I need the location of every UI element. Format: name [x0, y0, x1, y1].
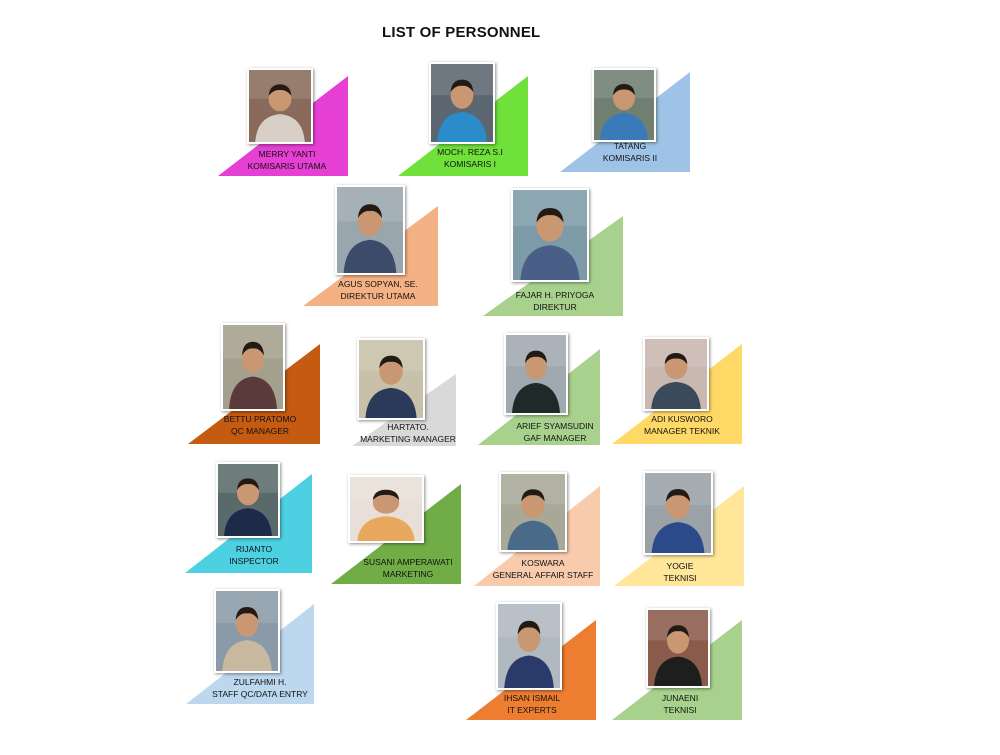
person-name: BETTU PRATOMO — [223, 414, 297, 424]
person-name: FAJAR H. PRIYOGA — [515, 290, 595, 300]
person-photo — [646, 608, 710, 688]
person-role: KOMISARIS UTAMA — [247, 161, 327, 171]
person-name: RIJANTO — [235, 544, 273, 554]
person-silhouette-icon — [359, 340, 423, 418]
personnel-label: MERRY YANTI KOMISARIS UTAMA — [217, 148, 357, 172]
person-silhouette-icon — [337, 187, 403, 273]
person-photo — [214, 589, 280, 673]
person-silhouette-icon — [506, 335, 566, 413]
person-photo — [592, 68, 656, 142]
person-silhouette-icon — [645, 339, 707, 409]
person-name: SUSANI AMPERAWATI — [363, 557, 453, 567]
person-name: MERRY YANTI — [258, 149, 316, 159]
person-name: AGUS SOPYAN, SE. — [338, 279, 418, 289]
person-role: MANAGER TEKNIK — [644, 426, 720, 436]
person-silhouette-icon — [249, 70, 311, 142]
person-name: YOGIE — [666, 561, 694, 571]
person-role: INSPECTOR — [229, 556, 279, 566]
person-name: HARTATO. — [387, 422, 429, 432]
personnel-label: BETTU PRATOMO QC MANAGER — [190, 413, 330, 437]
person-role: QC MANAGER — [230, 426, 290, 436]
person-silhouette-icon — [648, 610, 708, 686]
page-title: LIST OF PERSONNEL — [382, 24, 541, 41]
personnel-label: RIJANTO INSPECTOR — [184, 543, 324, 567]
personnel-label: ADI KUSWORO MANAGER TEKNIK — [612, 413, 752, 437]
person-role: MARKETING MANAGER — [360, 434, 456, 444]
person-silhouette-icon — [513, 190, 587, 280]
person-role: DIREKTUR UTAMA — [340, 291, 416, 301]
person-silhouette-icon — [645, 473, 711, 553]
person-name: TATANG — [613, 141, 647, 151]
person-silhouette-icon — [498, 604, 560, 688]
person-name: KOSWARA — [521, 558, 565, 568]
person-photo — [348, 475, 424, 543]
person-photo — [247, 68, 313, 144]
person-silhouette-icon — [218, 464, 278, 536]
personnel-label: HARTATO. MARKETING MANAGER — [338, 421, 478, 445]
person-photo — [511, 188, 589, 282]
person-silhouette-icon — [431, 64, 493, 142]
personnel-label: MOCH. REZA S.I KOMISARIS I — [400, 146, 540, 170]
person-silhouette-icon — [350, 477, 422, 541]
personnel-label: SUSANI AMPERAWATI MARKETING — [338, 556, 478, 580]
person-name: ARIEF SYAMSUDIN — [516, 421, 594, 431]
person-silhouette-icon — [223, 325, 283, 409]
person-silhouette-icon — [501, 474, 565, 550]
person-role: TEKNISI — [663, 705, 697, 715]
person-role: TEKNISI — [663, 573, 697, 583]
person-photo — [504, 333, 568, 415]
person-silhouette-icon — [216, 591, 278, 671]
person-role: MARKETING — [382, 569, 434, 579]
person-name: IHSAN ISMAIL — [503, 693, 561, 703]
personnel-label: ARIEF SYAMSUDIN GAF MANAGER — [485, 420, 625, 444]
person-name: JUNAENI — [661, 693, 699, 703]
person-photo — [643, 471, 713, 555]
personnel-label: KOSWARA GENERAL AFFAIR STAFF — [473, 557, 613, 581]
person-name: ADI KUSWORO — [651, 414, 713, 424]
person-photo — [216, 462, 280, 538]
person-photo — [357, 338, 425, 420]
person-photo — [335, 185, 405, 275]
person-silhouette-icon — [594, 70, 654, 140]
person-photo — [496, 602, 562, 690]
person-photo — [221, 323, 285, 411]
personnel-label: JUNAENI TEKNISI — [610, 692, 750, 716]
personnel-label: TATANG KOMISARIS II — [560, 140, 700, 164]
person-role: DIREKTUR — [533, 302, 577, 312]
person-role: GENERAL AFFAIR STAFF — [492, 570, 594, 580]
person-photo — [429, 62, 495, 144]
personnel-label: FAJAR H. PRIYOGA DIREKTUR — [485, 289, 625, 313]
person-photo — [643, 337, 709, 411]
person-role: IT EXPERTS — [507, 705, 557, 715]
personnel-label: YOGIE TEKNISI — [610, 560, 750, 584]
person-role: GAF MANAGER — [523, 433, 587, 443]
personnel-label: AGUS SOPYAN, SE. DIREKTUR UTAMA — [308, 278, 448, 302]
person-photo — [499, 472, 567, 552]
person-name: ZULFAHMI H. — [233, 677, 287, 687]
person-role: KOMISARIS I — [444, 159, 496, 169]
person-role: KOMISARIS II — [602, 153, 658, 163]
person-name: MOCH. REZA S.I — [437, 147, 503, 157]
personnel-label: IHSAN ISMAIL IT EXPERTS — [462, 692, 602, 716]
personnel-label: ZULFAHMI H. STAFF QC/DATA ENTRY — [190, 676, 330, 700]
person-role: STAFF QC/DATA ENTRY — [212, 689, 308, 699]
